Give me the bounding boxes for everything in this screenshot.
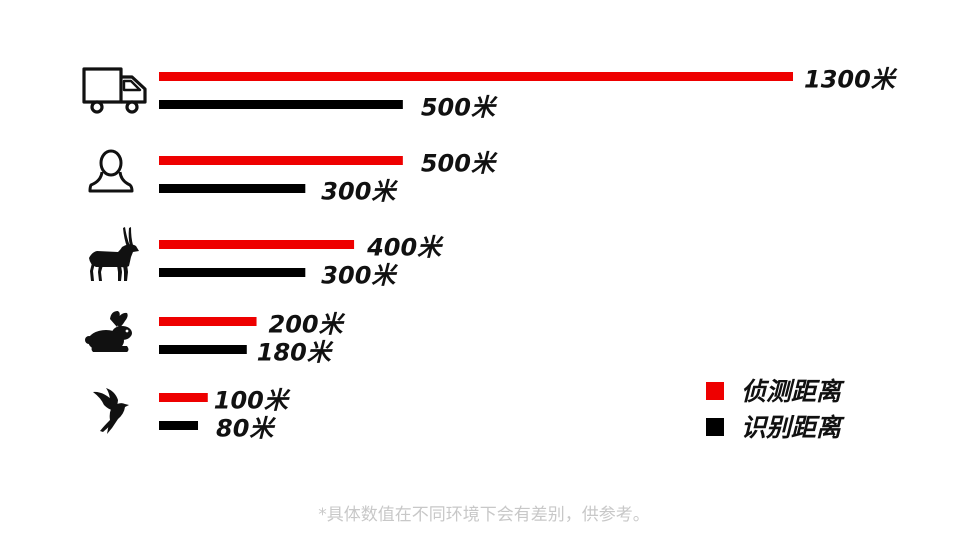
person-icon [88, 149, 134, 193]
bar-recognition-bird [159, 421, 199, 430]
legend-label-detection: 侦测距离 [741, 377, 845, 406]
value-label-detection-truck: 1300米 [804, 66, 898, 94]
value-label-detection-rabbit: 200米 [269, 311, 346, 339]
bar-detection-rabbit [159, 317, 257, 326]
value-label-recognition-antelope: 300米 [321, 262, 398, 290]
value-label-recognition-person: 300米 [321, 178, 398, 206]
bar-detection-bird [159, 393, 208, 402]
value-label-recognition-truck: 500米 [421, 94, 498, 122]
footnote: *具体数值在不同环境下会有差别，供参考。 [318, 505, 650, 525]
bar-recognition-truck [159, 100, 403, 109]
bar-detection-truck [159, 72, 793, 81]
bar-detection-person [159, 156, 403, 165]
legend: 侦测距离 识别距离 [706, 377, 845, 442]
bird-icon [93, 388, 129, 434]
value-label-detection-bird: 100米 [214, 387, 291, 415]
bar-recognition-rabbit [159, 345, 247, 354]
truck-icon [82, 67, 147, 114]
legend-swatch-detection [706, 382, 724, 400]
bar-recognition-antelope [159, 268, 306, 277]
value-label-recognition-rabbit: 180米 [257, 339, 334, 367]
value-labels: 1300米 500米 400米 200米 100米 500米 300米 300米 180米 80米 [214, 66, 898, 443]
bar-recognition-person [159, 184, 306, 193]
legend-label-recognition: 识别距离 [741, 413, 845, 442]
legend-swatch-recognition [706, 418, 724, 436]
value-label-recognition-bird: 80米 [216, 415, 276, 443]
bars [159, 72, 793, 430]
rabbit-icon [85, 311, 132, 352]
bar-detection-antelope [159, 240, 355, 249]
value-label-detection-antelope: 400米 [366, 234, 444, 262]
value-label-detection-person: 500米 [421, 150, 498, 178]
antelope-icon [89, 227, 139, 281]
